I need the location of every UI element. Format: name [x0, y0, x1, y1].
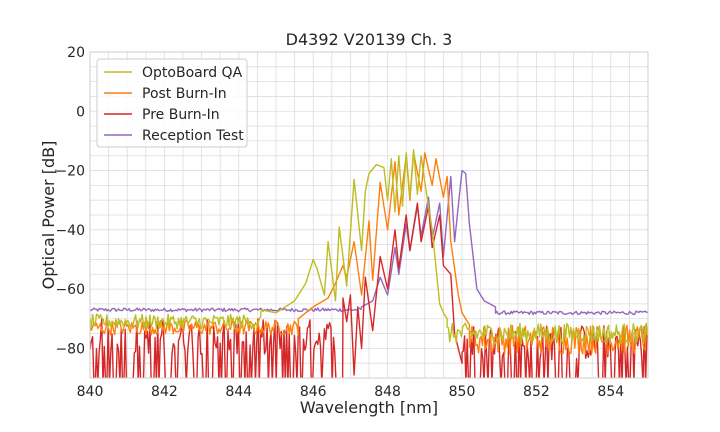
x-tick-label: 840	[77, 384, 104, 400]
y-axis-label: Optical Power [dB]	[39, 141, 58, 290]
series-line	[90, 152, 648, 355]
legend-label: Reception Test	[142, 128, 244, 144]
legend-label: Post Burn-In	[142, 86, 227, 102]
y-tick-label: −80	[55, 341, 85, 357]
ticks: 840 842 844 846 848 850 852 854 20 0 −20 −40 −60 −80	[55, 45, 624, 400]
plot-frame	[89, 51, 649, 379]
x-tick-label: 848	[374, 384, 401, 400]
y-tick-label: −40	[55, 223, 85, 239]
y-tick-label: 20	[67, 45, 85, 61]
chart-title: D4392 V20139 Ch. 3	[286, 30, 453, 49]
legend-label: Pre Burn-In	[142, 107, 220, 123]
series-line	[90, 149, 648, 345]
legend-label: OptoBoard QA	[142, 65, 243, 81]
y-tick-label: 0	[76, 104, 85, 120]
x-axis-label: Wavelength [nm]	[300, 398, 438, 417]
x-tick-label: 852	[523, 384, 550, 400]
x-tick-label: 842	[151, 384, 178, 400]
y-tick-label: −20	[55, 164, 85, 180]
x-tick-label: 846	[300, 384, 327, 400]
legend-box	[96, 58, 248, 148]
series-layer	[90, 149, 648, 378]
x-tick-label: 854	[597, 384, 624, 400]
x-tick-label: 844	[225, 384, 252, 400]
x-tick-label: 850	[449, 384, 476, 400]
series-line	[90, 169, 648, 316]
legend: OptoBoard QA Post Burn-In Pre Burn-In Recep…	[96, 58, 248, 148]
y-tick-label: −60	[55, 282, 85, 298]
